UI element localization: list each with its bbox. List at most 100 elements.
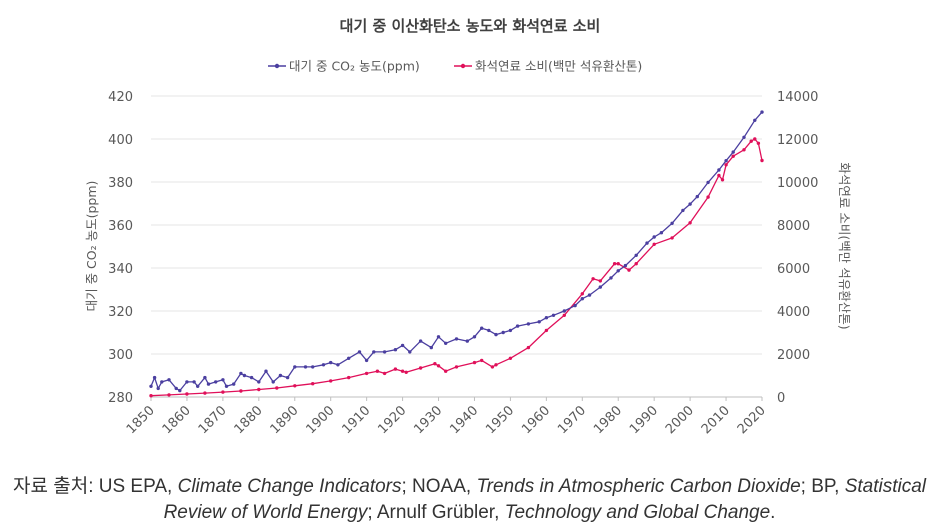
source-sep-4: . bbox=[770, 502, 776, 523]
co2-point bbox=[400, 343, 405, 348]
x-tick-label: 2010 bbox=[699, 403, 733, 437]
co2-point bbox=[347, 356, 351, 360]
co2-point bbox=[239, 371, 243, 376]
fossil-fuel-point bbox=[562, 313, 566, 317]
co2-point bbox=[515, 324, 520, 328]
right-axis: 0 2000 4000 6000 8000 10000 12000 14000 bbox=[777, 90, 818, 406]
fossil-fuel-point bbox=[444, 369, 448, 373]
y-right-tick-label: 0 bbox=[777, 391, 785, 406]
fossil-fuel-point bbox=[257, 387, 261, 392]
co2-point bbox=[480, 326, 484, 330]
co2-point bbox=[598, 285, 602, 289]
x-tick-label: 1910 bbox=[339, 403, 373, 437]
co2-point bbox=[717, 168, 721, 172]
y-left-tick-label: 320 bbox=[108, 305, 133, 320]
fossil-fuel-point bbox=[591, 277, 595, 281]
fossil-fuel-point bbox=[185, 392, 189, 396]
fossil-fuel-point bbox=[364, 371, 369, 376]
y-right-tick-label: 14000 bbox=[777, 90, 818, 105]
source-prefix: 자료 출처: US EPA, bbox=[13, 476, 178, 497]
fossil-fuel-point bbox=[616, 262, 620, 266]
fossil-fuel-point bbox=[724, 163, 728, 167]
source-note: 자료 출처: US EPA, Climate Change Indicators… bbox=[0, 474, 939, 526]
co2-point bbox=[645, 241, 649, 245]
co2-point bbox=[257, 380, 261, 384]
fossil-fuel-point bbox=[749, 139, 753, 143]
co2-point bbox=[659, 231, 664, 235]
legend-marker-fuel bbox=[460, 63, 466, 69]
co2-point bbox=[242, 373, 247, 378]
legend: 대기 중 CO₂ 농도(ppm) 화석연료 소비(백만 석유환산톤) bbox=[268, 59, 642, 74]
co2-point bbox=[573, 303, 577, 308]
fossil-fuel-point bbox=[544, 328, 549, 333]
x-tick-label: 2020 bbox=[735, 403, 769, 437]
fossil-fuel-point bbox=[670, 236, 674, 240]
source-sep-2: ; BP, bbox=[800, 476, 845, 497]
legend-marker-co2 bbox=[274, 63, 280, 69]
fossil-fuel-point bbox=[293, 384, 297, 388]
x-tick-label: 1960 bbox=[519, 403, 553, 437]
y-left-tick-label: 380 bbox=[108, 176, 133, 191]
fossil-fuel-point bbox=[480, 358, 484, 363]
source-title-3: Statistical bbox=[844, 476, 926, 497]
y-right-tick-label: 12000 bbox=[777, 133, 818, 148]
co2-point bbox=[329, 360, 333, 365]
chart: 대기 중 이산화탄소 농도와 화석연료 소비 대기 중 CO₂ 농도(ppm) … bbox=[84, 17, 852, 437]
x-tick-label: 1860 bbox=[160, 403, 194, 437]
x-tick-label: 1930 bbox=[411, 403, 445, 437]
fossil-fuel-point bbox=[720, 178, 725, 182]
co2-point bbox=[149, 384, 153, 388]
source-sep-3: ; Arnulf Grübler, bbox=[367, 502, 505, 523]
source-title-1: Climate Change Indicators bbox=[177, 476, 402, 497]
y-right-tick-label: 10000 bbox=[777, 176, 818, 191]
x-tick-label: 1990 bbox=[627, 403, 661, 437]
co2-point bbox=[196, 384, 200, 388]
gridlines bbox=[151, 95, 762, 398]
co2-point bbox=[185, 380, 189, 384]
fossil-fuel-point bbox=[742, 148, 746, 152]
co2-point bbox=[562, 309, 566, 313]
co2-point bbox=[695, 194, 699, 199]
y-left-tick-label: 280 bbox=[108, 391, 133, 406]
co2-point bbox=[303, 365, 308, 369]
co2-point bbox=[742, 135, 746, 139]
y-left-axis-title: 대기 중 CO₂ 농도(ppm) bbox=[84, 181, 99, 312]
co2-point bbox=[224, 384, 229, 388]
co2-point bbox=[472, 335, 477, 339]
co2-point bbox=[206, 382, 211, 386]
series-co2 bbox=[149, 110, 764, 393]
fossil-fuel-point bbox=[221, 390, 225, 394]
fossil-fuel-point bbox=[149, 394, 153, 398]
fossil-fuel-point bbox=[760, 158, 764, 163]
x-tick-label: 1900 bbox=[304, 403, 338, 437]
co2-point bbox=[623, 263, 628, 268]
co2-point bbox=[156, 386, 160, 391]
co2-point bbox=[465, 339, 469, 343]
fossil-fuel-point bbox=[239, 389, 243, 393]
co2-point bbox=[706, 180, 710, 185]
co2-point bbox=[544, 316, 549, 320]
co2-point bbox=[551, 313, 556, 317]
fossil-fuel-point bbox=[436, 364, 441, 368]
co2-point bbox=[160, 380, 164, 384]
left-axis: 280 300 320 340 360 380 400 420 bbox=[108, 90, 133, 406]
co2-point bbox=[724, 159, 728, 163]
y-right-tick-label: 8000 bbox=[777, 219, 810, 234]
x-tick-label: 1920 bbox=[375, 403, 409, 437]
co2-point bbox=[285, 375, 290, 380]
fossil-fuel-point bbox=[275, 386, 279, 390]
co2-point bbox=[508, 328, 513, 333]
co2-point bbox=[580, 297, 584, 301]
legend-label-co2: 대기 중 CO₂ 농도(ppm) bbox=[289, 59, 420, 74]
y-left-tick-label: 420 bbox=[108, 90, 133, 105]
co2-point bbox=[357, 350, 362, 354]
fossil-fuel-point bbox=[706, 195, 710, 199]
co2-point bbox=[753, 118, 757, 123]
co2-point bbox=[152, 375, 157, 380]
fossil-fuel-point bbox=[400, 369, 405, 373]
fossil-fuel-point bbox=[717, 173, 721, 178]
co2-point bbox=[501, 330, 505, 335]
co2-point bbox=[670, 221, 674, 225]
co2-point bbox=[382, 350, 387, 354]
x-tick-label: 1940 bbox=[447, 403, 481, 437]
